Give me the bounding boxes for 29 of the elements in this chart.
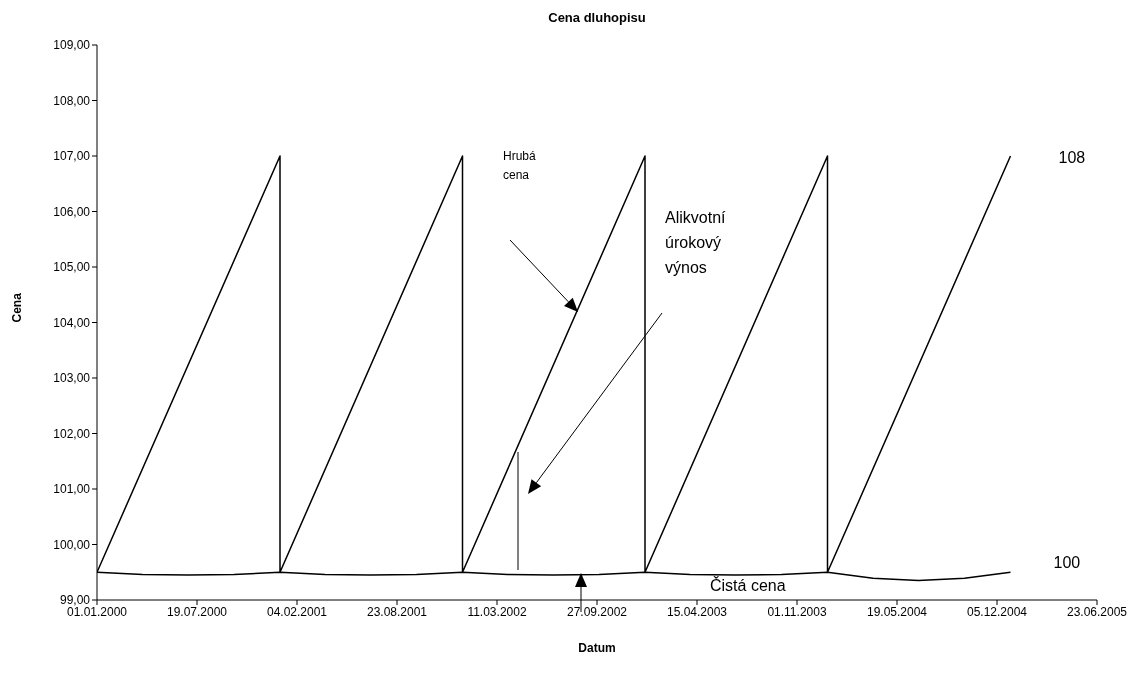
y-tick-label: 109,00 (53, 38, 91, 53)
y-tick-label: 100,00 (53, 537, 91, 552)
y-tick-label: 102,00 (53, 426, 91, 441)
x-tick-label: 23.08.2001 (366, 604, 428, 619)
x-tick-label: 05.12.2004 (966, 604, 1028, 619)
y-tick-label: 99,00 (59, 593, 91, 608)
x-tick-label: 01.11.2003 (767, 604, 827, 619)
y-tick-label: 105,00 (53, 260, 91, 275)
annotation: Alikvotní úrokový výnos (665, 209, 727, 276)
x-tick-label: 15.04.2003 (666, 604, 728, 619)
y-tick-label: 101,00 (53, 482, 91, 497)
y-axis-title: Cena (10, 292, 25, 323)
x-tick-label: 23.06.2005 (1066, 604, 1128, 619)
annotation: Čistá cena (710, 576, 786, 594)
x-tick-label: 19.07.2000 (166, 604, 228, 619)
y-tick-label: 107,00 (53, 149, 91, 164)
y-tick-label: 103,00 (53, 371, 91, 386)
x-tick-label: 19.05.2004 (866, 604, 928, 619)
annotation: 100 (1053, 554, 1081, 572)
x-tick-label: 11.03.2002 (467, 604, 527, 619)
annotation: Hrubá cena (503, 149, 537, 182)
x-tick-label: 04.02.2001 (266, 604, 328, 619)
chart-title: Cena dluhopisu (548, 10, 646, 25)
x-tick-label: 27.09.2002 (566, 604, 628, 619)
y-tick-label: 106,00 (53, 204, 91, 219)
x-axis-title: Datum (578, 641, 616, 655)
annotation: 108 (1058, 149, 1086, 166)
y-tick-label: 104,00 (53, 315, 91, 330)
y-tick-label: 108,00 (53, 93, 91, 108)
